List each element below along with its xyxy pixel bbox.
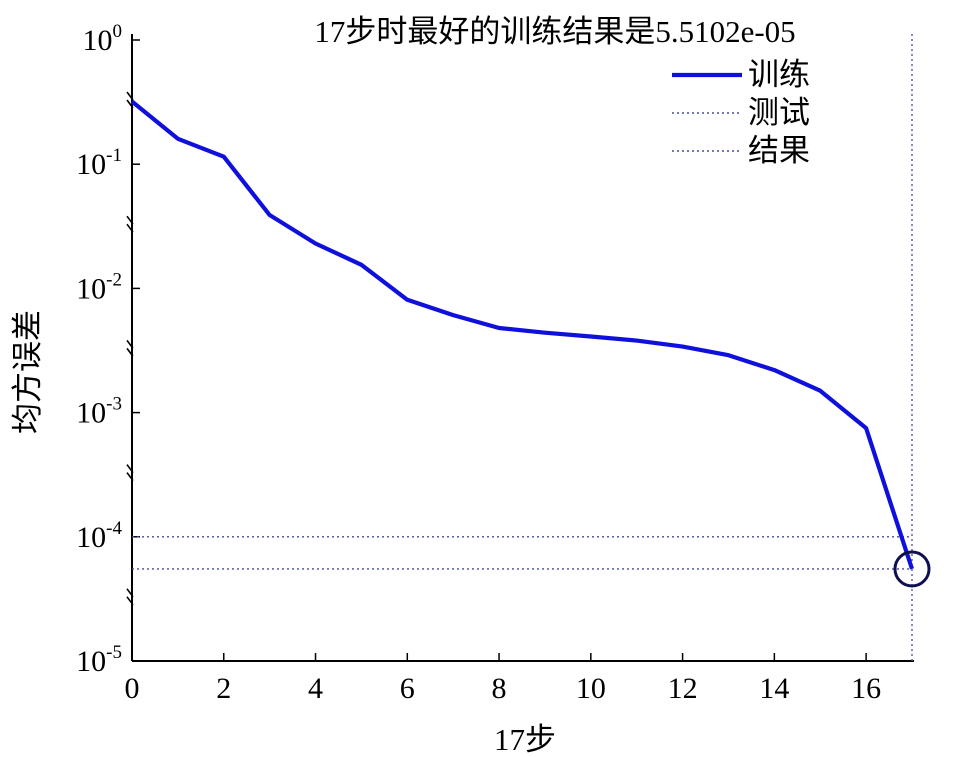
legend-label: 测试 bbox=[748, 95, 810, 130]
x-tick-label: 16 bbox=[851, 672, 881, 705]
best-result-marker bbox=[893, 550, 931, 588]
axis-break-mark bbox=[126, 91, 134, 109]
x-tick-label: 4 bbox=[308, 672, 323, 705]
y-tick-label: 10-1 bbox=[76, 145, 122, 181]
train-line bbox=[130, 99, 914, 570]
y-tick-label: 10-2 bbox=[76, 269, 122, 305]
axis-break-stroke bbox=[126, 472, 134, 482]
axis-break-stroke bbox=[126, 588, 134, 598]
y-tick-label: 10-3 bbox=[76, 394, 122, 430]
x-tick-label: 2 bbox=[216, 672, 231, 705]
x-tick-label: 10 bbox=[576, 672, 606, 705]
axis-break-stroke bbox=[126, 91, 134, 101]
y-axis-label: 均方误差 bbox=[10, 310, 45, 434]
legend-label: 训练 bbox=[748, 57, 810, 92]
x-axis-label: 17步 bbox=[494, 722, 556, 757]
axis-break-stroke bbox=[126, 464, 134, 474]
x-tick-label: 0 bbox=[125, 672, 140, 705]
chart-title: 17步时最好的训练结果是5.5102e-05 bbox=[314, 14, 795, 49]
axis-break-mark bbox=[126, 464, 134, 482]
x-tick-label: 6 bbox=[400, 672, 415, 705]
axis-break-mark bbox=[126, 588, 134, 606]
axis-break-stroke bbox=[126, 347, 134, 357]
x-tick-label: 8 bbox=[492, 672, 507, 705]
y-tick-label: 10-4 bbox=[76, 518, 122, 554]
axis-break-stroke bbox=[126, 99, 134, 109]
y-tick-label: 10-5 bbox=[76, 642, 122, 678]
axis-break-mark bbox=[126, 215, 134, 233]
x-tick-label: 12 bbox=[668, 672, 698, 705]
tick-labels: 0 2 4 6 8 10 12 14 16 100 10-1 10-2 10-3 10-4 10-5 bbox=[76, 21, 881, 705]
reference-lines bbox=[132, 34, 913, 661]
axis-break-stroke bbox=[126, 223, 134, 233]
legend-label: 结果 bbox=[748, 133, 810, 168]
axis-break-mark bbox=[126, 339, 134, 357]
y-tick-label: 100 bbox=[83, 21, 123, 57]
axis-break-stroke bbox=[126, 215, 134, 225]
series-group bbox=[130, 99, 931, 588]
axis-break-stroke bbox=[126, 339, 134, 349]
x-tick-label: 14 bbox=[759, 672, 789, 705]
axes bbox=[126, 34, 914, 662]
axis-break-stroke bbox=[126, 596, 134, 606]
